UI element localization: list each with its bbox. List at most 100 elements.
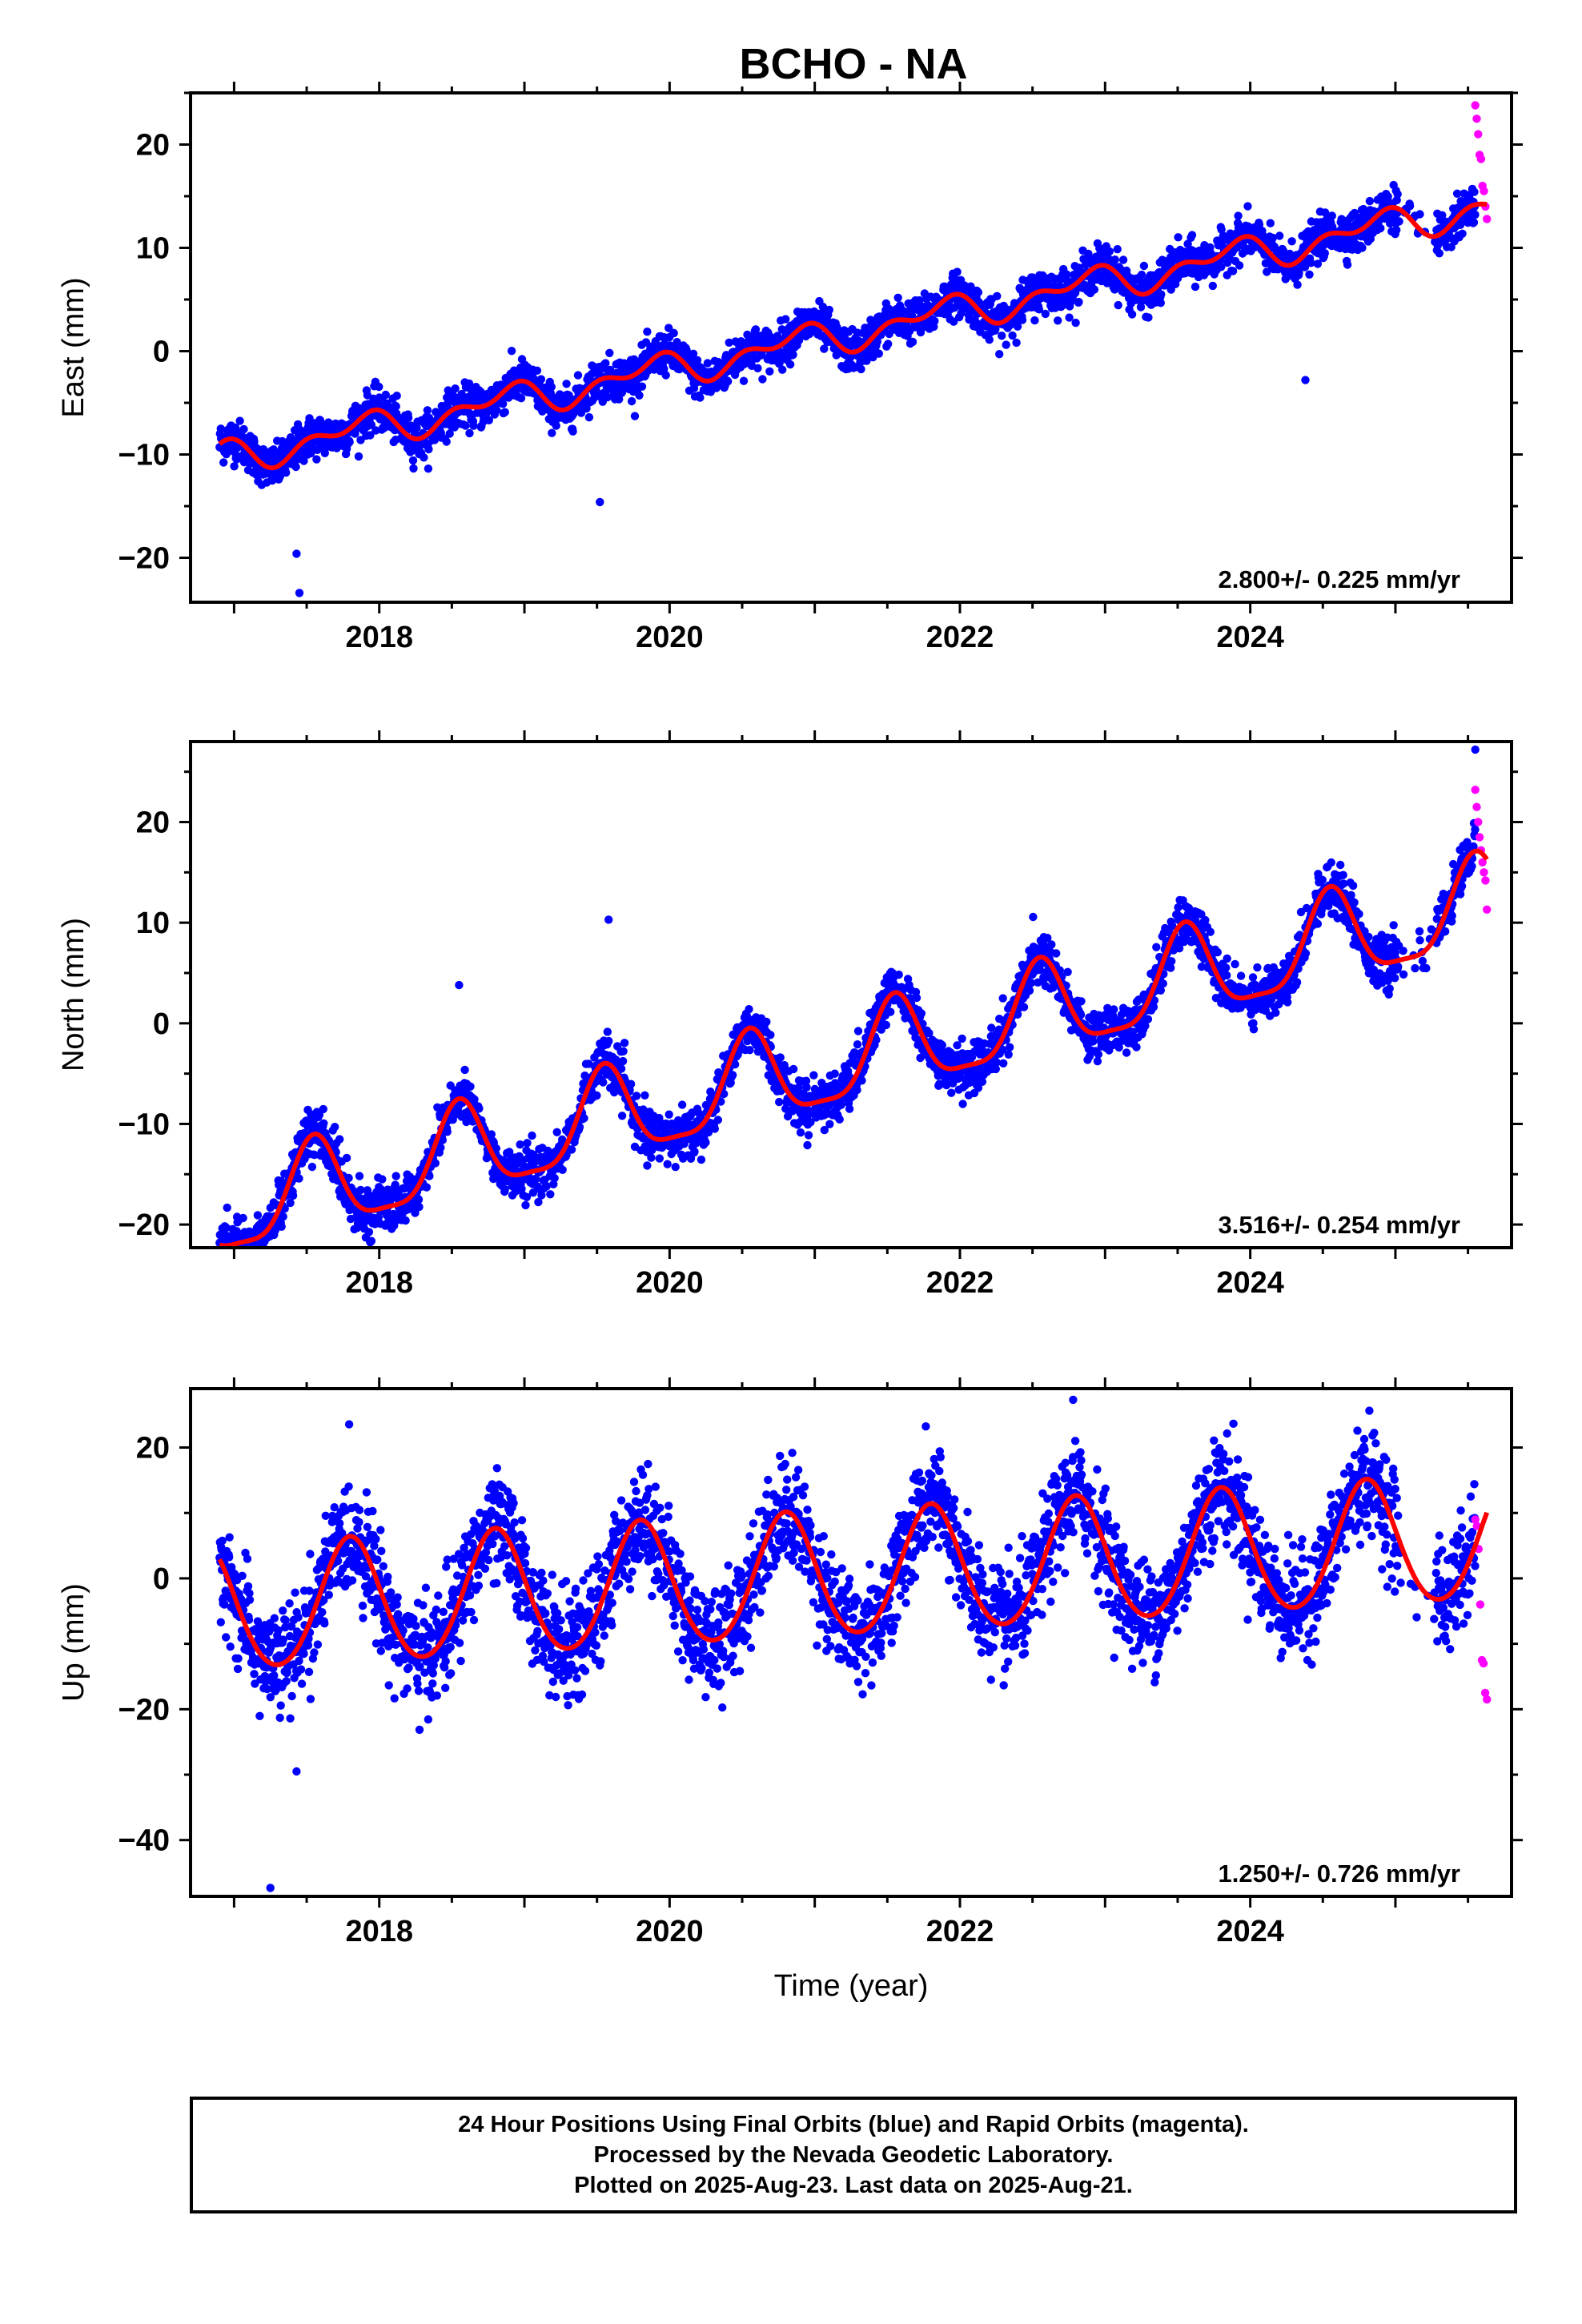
north-final-point <box>584 1059 593 1068</box>
east-final-point <box>1405 202 1415 211</box>
north-final-point <box>789 1064 798 1074</box>
east-final-point <box>689 349 698 358</box>
east-final-point <box>391 402 400 411</box>
north-final-point <box>745 1046 754 1055</box>
east-final-point <box>420 453 428 462</box>
north-final-point <box>599 1078 608 1087</box>
east-final-point <box>605 348 614 357</box>
north-final-point <box>367 1236 376 1245</box>
east-final-point <box>1435 249 1444 258</box>
north-final-point <box>220 1249 228 1257</box>
east-final-point <box>1365 196 1375 206</box>
east-final-point <box>408 456 418 465</box>
north-final-point <box>243 1250 251 1258</box>
north-final-point <box>925 1028 934 1038</box>
east-final-point <box>1144 313 1153 322</box>
north-final-point <box>552 1128 561 1137</box>
east-final-point <box>1002 340 1010 349</box>
north-final-point <box>697 1155 706 1164</box>
east-final-point <box>312 455 321 464</box>
east-final-point <box>862 356 871 365</box>
east-final-point <box>985 336 994 344</box>
north-final-point <box>224 1267 232 1275</box>
east-final-point <box>693 356 702 364</box>
north-final-point <box>912 993 921 1003</box>
north-final-point <box>647 1153 656 1162</box>
north-final-point <box>655 1113 664 1123</box>
east-final-point <box>366 431 375 440</box>
east-rapid-point <box>1480 187 1488 195</box>
north-final-point <box>521 1200 530 1210</box>
east-final-point <box>1266 219 1275 227</box>
east-final-point <box>1114 300 1122 310</box>
east-final-point <box>1054 316 1062 325</box>
north-final-point <box>443 1128 452 1136</box>
east-final-point <box>1139 261 1149 271</box>
north-final-point <box>632 1092 641 1100</box>
east-final-point <box>765 367 774 376</box>
east-outlier-point <box>292 549 301 558</box>
north-final-point <box>677 1100 687 1109</box>
east-final-point <box>568 427 577 436</box>
north-final-point <box>378 1175 387 1184</box>
north-final-point <box>319 1119 328 1128</box>
north-final-point <box>942 1080 951 1090</box>
north-final-point <box>835 1115 844 1124</box>
north-final-point <box>253 1211 263 1220</box>
east-final-point <box>548 428 556 437</box>
north-final-point <box>781 1104 790 1113</box>
east-final-point <box>445 429 454 438</box>
east-final-point <box>457 389 466 399</box>
north-data-points <box>215 745 1492 1275</box>
east-final-point <box>995 350 1004 359</box>
north-final-point <box>286 1198 295 1208</box>
east-final-point <box>1327 211 1337 220</box>
north-final-point <box>665 1110 673 1119</box>
east-final-point <box>461 421 470 430</box>
east-final-point <box>573 371 583 380</box>
north-final-point <box>415 1202 424 1212</box>
east-final-point <box>781 315 790 324</box>
east-final-point <box>1105 247 1114 256</box>
east-x-tick-label: 2018 <box>345 621 413 654</box>
east-final-point <box>627 396 636 406</box>
east-final-point <box>1034 305 1044 314</box>
north-final-point <box>938 1040 947 1050</box>
east-y-axis-label: East (mm) <box>57 277 90 417</box>
north-final-point <box>374 1213 383 1222</box>
north-final-point <box>436 1143 445 1152</box>
east-final-point <box>1243 202 1252 211</box>
north-final-point <box>728 1071 737 1080</box>
east-final-point <box>1113 245 1122 254</box>
east-final-point <box>219 458 228 467</box>
east-outlier-point <box>596 497 604 507</box>
east-final-point <box>424 444 433 454</box>
east-final-point <box>1293 280 1302 289</box>
north-final-point <box>331 1123 339 1132</box>
north-final-point <box>550 1174 559 1183</box>
east-final-point <box>696 393 705 402</box>
north-final-point <box>425 1172 434 1180</box>
east-final-point <box>409 464 418 473</box>
north-final-point <box>690 1147 699 1156</box>
east-final-point <box>953 267 962 276</box>
east-final-point <box>345 437 354 447</box>
north-final-point <box>616 1064 626 1073</box>
north-final-point <box>523 1139 532 1148</box>
east-final-point <box>1268 233 1278 243</box>
east-final-point <box>1395 217 1403 226</box>
north-final-point <box>235 1248 243 1256</box>
east-final-point <box>1305 270 1314 279</box>
east-final-point <box>1012 338 1021 348</box>
east-final-point <box>451 384 460 393</box>
north-final-point <box>260 1252 268 1260</box>
north-final-point <box>487 1130 496 1139</box>
east-final-point <box>404 413 413 422</box>
east-final-point <box>725 338 733 347</box>
north-final-point <box>364 1228 374 1236</box>
north-final-point <box>701 1138 710 1147</box>
east-final-point <box>1217 225 1226 234</box>
north-final-point <box>528 1188 538 1197</box>
north-final-point <box>222 1249 230 1257</box>
